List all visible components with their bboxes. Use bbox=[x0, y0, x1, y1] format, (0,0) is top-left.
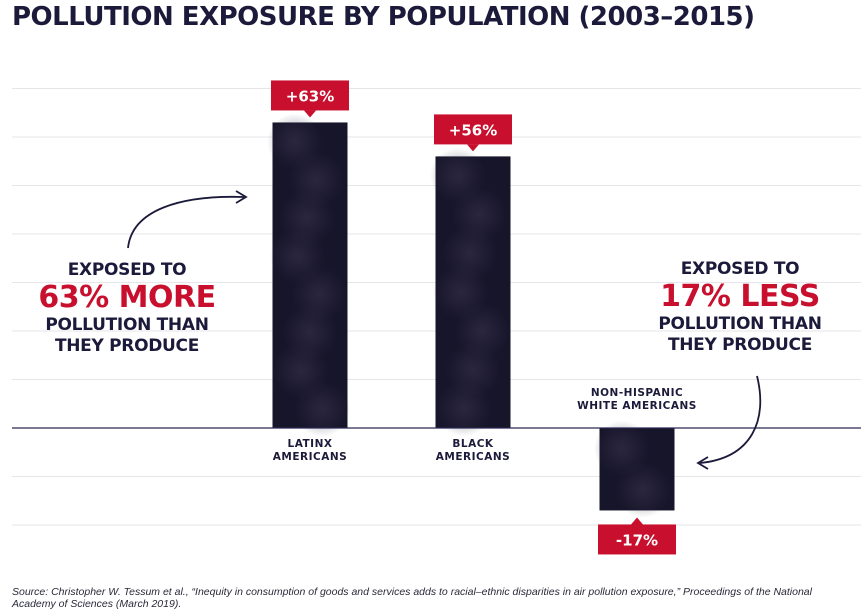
category-label: LATINX AMERICANS bbox=[273, 438, 347, 463]
category-label: BLACK AMERICANS bbox=[436, 438, 510, 463]
badge-pointer bbox=[631, 517, 643, 525]
data-label: +56% bbox=[449, 121, 497, 139]
data-label: -17% bbox=[616, 531, 658, 549]
right-annotation-highlight: 17% LESS bbox=[660, 279, 820, 314]
left-arrow bbox=[127, 195, 245, 249]
data-label: +63% bbox=[286, 87, 334, 105]
annotation-arrows bbox=[127, 190, 762, 470]
bar-texture bbox=[615, 461, 671, 518]
value-badge: +63% bbox=[271, 80, 349, 118]
left-annotation: EXPOSED TO 63% MORE POLLUTION THAN THEY … bbox=[22, 260, 232, 357]
bar-texture bbox=[294, 380, 350, 437]
bars bbox=[267, 113, 675, 518]
value-badge: +56% bbox=[434, 114, 512, 152]
right-annotation-line3: POLLUTION THAN bbox=[658, 314, 822, 334]
value-badges: +63% +56% -17% bbox=[271, 80, 676, 555]
right-arrow bbox=[699, 375, 762, 464]
bar-texture bbox=[436, 380, 492, 437]
right-annotation-line4: THEY PRODUCE bbox=[667, 335, 813, 355]
value-badge: -17% bbox=[598, 517, 676, 555]
category-label: NON-HISPANIC WHITE AMERICANS bbox=[577, 387, 697, 412]
source-note: Source: Christopher W. Tessum et al., “I… bbox=[12, 586, 812, 610]
left-annotation-line3: POLLUTION THAN bbox=[45, 315, 209, 335]
category-labels: LATINX AMERICANS BLACK AMERICANS NON-HISPANI… bbox=[273, 387, 697, 463]
left-annotation-line1: EXPOSED TO bbox=[67, 260, 187, 280]
chart-title: POLLUTION EXPOSURE BY POPULATION (2003–2… bbox=[12, 2, 755, 32]
badge-box bbox=[598, 524, 676, 555]
badge-box bbox=[271, 80, 349, 111]
badge-box bbox=[434, 114, 512, 145]
left-arrow-head bbox=[235, 190, 248, 204]
bar-group bbox=[267, 113, 350, 437]
right-arrow-head bbox=[696, 456, 709, 470]
badge-pointer bbox=[467, 144, 479, 152]
left-annotation-line4: THEY PRODUCE bbox=[54, 336, 200, 356]
bar-group bbox=[430, 147, 511, 437]
right-annotation: EXPOSED TO 17% LESS POLLUTION THAN THEY … bbox=[640, 259, 840, 356]
left-annotation-highlight: 63% MORE bbox=[38, 280, 216, 315]
badge-pointer bbox=[304, 110, 316, 118]
right-annotation-line1: EXPOSED TO bbox=[680, 259, 800, 279]
bar-texture bbox=[594, 420, 650, 477]
bar-chart: LATINX AMERICANS BLACK AMERICANS NON-HISPANI… bbox=[12, 80, 861, 555]
bar-group bbox=[594, 420, 675, 518]
